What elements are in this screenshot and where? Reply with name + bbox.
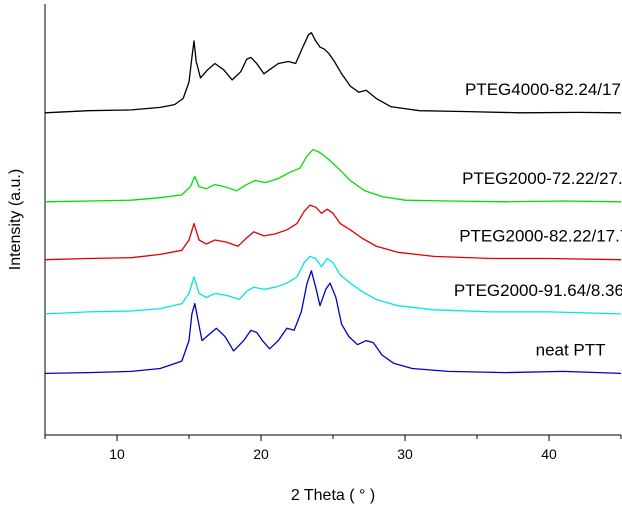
series-label-4: PTEG2000-91.64/8.36 xyxy=(454,281,622,300)
series-line-4 xyxy=(44,255,622,315)
x-axis-ticks: 10 20 30 40 xyxy=(44,435,622,462)
series-label-2: PTEG2000-72.22/27.78 xyxy=(462,169,622,188)
x-tick-label: 40 xyxy=(541,446,557,462)
x-tick-label: 20 xyxy=(253,446,269,462)
x-tick-label: 10 xyxy=(109,446,125,462)
series-line-3 xyxy=(44,204,622,261)
series-label-3: PTEG2000-82.22/17.78 xyxy=(459,227,622,246)
series-label-1: PTEG4000-82.24/17.76 xyxy=(465,80,622,99)
series-labels: PTEG4000-82.24/17.76 PTEG2000-72.22/27.78… xyxy=(454,80,622,360)
series-label-5: neat PTT xyxy=(536,340,606,359)
y-axis-title: Intensity (a.u.) xyxy=(7,169,24,270)
series-line-2 xyxy=(44,149,622,203)
series-line-1 xyxy=(44,32,622,114)
x-axis-title: 2 Theta ( ° ) xyxy=(291,487,375,504)
series-line-5 xyxy=(44,270,622,375)
x-tick-label: 30 xyxy=(397,446,413,462)
plot-frame xyxy=(44,4,621,436)
series-layer xyxy=(44,32,622,375)
